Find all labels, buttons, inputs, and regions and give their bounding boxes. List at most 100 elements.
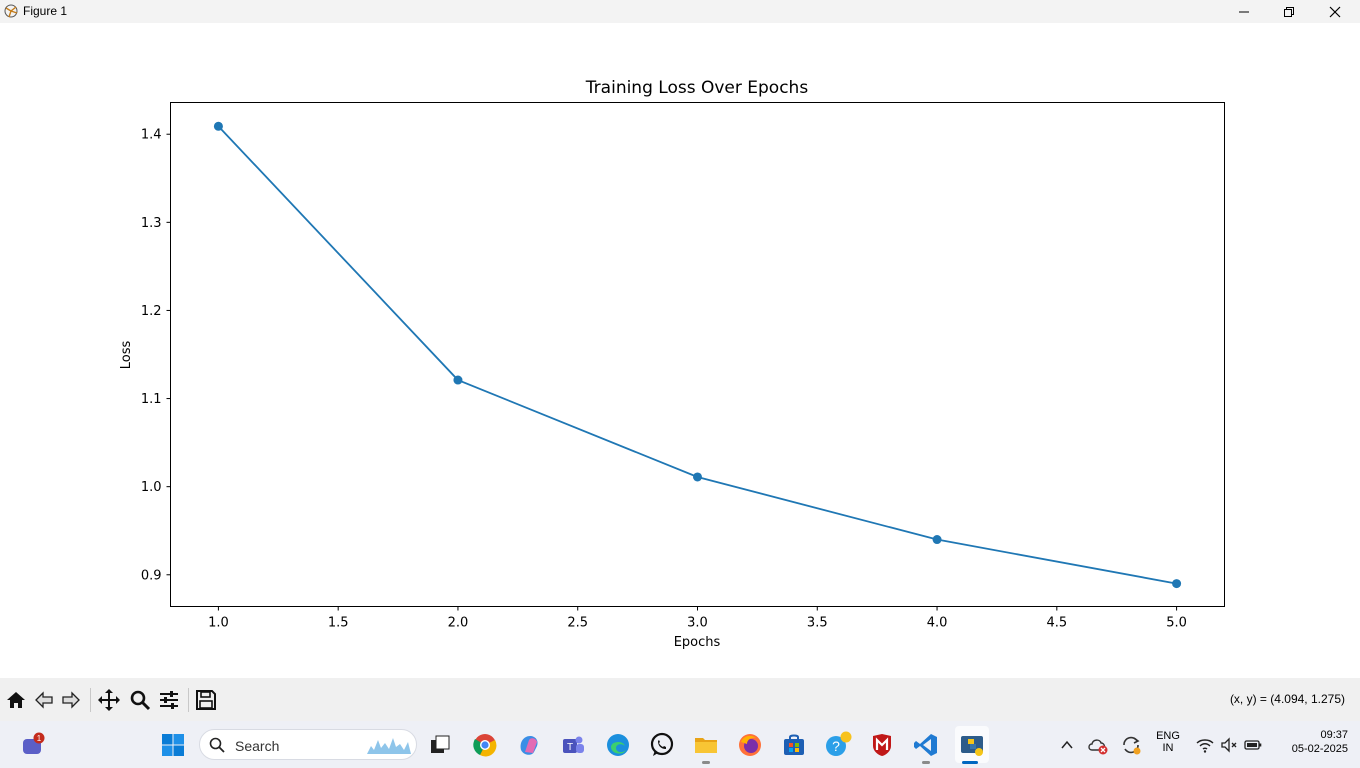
x-tick-label: 2.0: [448, 616, 469, 631]
network-button[interactable]: [1193, 730, 1217, 760]
mcafee-icon: [873, 734, 891, 756]
y-tick-label: 1.1: [141, 392, 162, 407]
svg-text:?: ?: [832, 738, 840, 754]
sync-icon: [1123, 736, 1141, 755]
onedrive-button[interactable]: [1083, 730, 1113, 760]
clock-time: 09:37: [1320, 729, 1348, 741]
cursor-coordinates: (x, y) = (4.094, 1.275): [1229, 692, 1345, 706]
whatsapp-button[interactable]: [647, 730, 677, 760]
update-button[interactable]: [1116, 730, 1146, 760]
firefox-button[interactable]: [735, 730, 765, 760]
edge-icon: [607, 734, 629, 756]
pan-icon: [98, 689, 120, 711]
restore-icon: [1284, 6, 1294, 17]
y-tick-label: 1.2: [141, 304, 162, 319]
copilot-button[interactable]: [514, 730, 544, 760]
teams-icon: T: [563, 736, 584, 753]
minimize-button[interactable]: [1221, 0, 1267, 23]
configure-subplots-button[interactable]: [157, 688, 181, 712]
chart-title: Training Loss Over Epochs: [585, 78, 809, 98]
cloud-error-icon: [1088, 739, 1108, 755]
zoom-button[interactable]: [128, 688, 152, 712]
battery-icon: [1244, 740, 1262, 750]
x-axis-label: Epochs: [674, 635, 721, 650]
active-indicator: [962, 761, 978, 764]
restore-button[interactable]: [1266, 0, 1312, 23]
data-point: [932, 535, 942, 545]
y-axis-label: Loss: [119, 341, 134, 370]
y-tick-label: 0.9: [141, 568, 162, 583]
x-tick-label: 3.0: [687, 616, 708, 631]
forward-button[interactable]: [59, 688, 83, 712]
chat-app-button[interactable]: 1: [17, 730, 47, 760]
running-indicator: [922, 761, 930, 764]
y-tick-label: 1.0: [141, 480, 162, 495]
save-button[interactable]: [194, 688, 218, 712]
wifi-icon: [1196, 739, 1214, 753]
copilot-icon: [520, 736, 538, 755]
x-tick-label: 1.5: [328, 616, 349, 631]
help-button[interactable]: ?: [823, 730, 853, 760]
data-point: [453, 375, 463, 385]
svg-text:T: T: [567, 742, 573, 753]
notification-badge: 1: [37, 734, 42, 743]
figure-canvas[interactable]: Training Loss Over Epochs Epochs Loss 1.…: [0, 23, 1360, 678]
forward-icon: [62, 691, 80, 709]
pan-button[interactable]: [97, 688, 121, 712]
store-button[interactable]: [779, 730, 809, 760]
minimize-icon: [1239, 11, 1249, 12]
vscode-icon: [914, 734, 937, 756]
help-icon: ?: [826, 731, 852, 756]
line-chart: Training Loss Over Epochs Epochs Loss 1.…: [119, 78, 1225, 650]
search-placeholder: Search: [235, 738, 280, 754]
windows-icon: [162, 734, 184, 756]
language-indicator[interactable]: ENG IN: [1152, 730, 1184, 754]
close-icon: [1329, 6, 1341, 17]
x-tick-label: 3.5: [807, 616, 828, 631]
chevron-up-icon: [1061, 740, 1073, 749]
battery-button[interactable]: [1241, 730, 1265, 760]
zoom-icon: [130, 690, 151, 711]
y-tick-label: 1.3: [141, 216, 162, 231]
plot-area: [170, 102, 1225, 607]
matplotlib-app-icon: [4, 4, 18, 18]
start-button[interactable]: [158, 730, 188, 760]
configure-icon: [160, 691, 178, 709]
show-hidden-icons-button[interactable]: [1052, 730, 1082, 760]
volume-button[interactable]: [1217, 730, 1241, 760]
data-point: [213, 121, 223, 131]
back-button[interactable]: [32, 688, 56, 712]
folder-icon: [695, 738, 717, 753]
file-explorer-button[interactable]: [691, 730, 721, 760]
vscode-button[interactable]: [911, 730, 941, 760]
whatsapp-icon: [650, 732, 674, 756]
meet-icon: 1: [23, 732, 45, 754]
mcafee-button[interactable]: [867, 730, 897, 760]
home-button[interactable]: [4, 688, 28, 712]
running-indicator: [702, 761, 710, 764]
y-axis-ticks: 0.9 1.0 1.1 1.2 1.3 1.4: [141, 128, 171, 583]
toolbar-separator: [188, 688, 189, 712]
store-icon: [784, 734, 804, 755]
python-figure-button[interactable]: [955, 726, 989, 763]
data-point: [1172, 579, 1182, 589]
taskbar-search[interactable]: Search: [199, 729, 417, 760]
region-label: IN: [1162, 742, 1174, 754]
back-icon: [35, 691, 53, 709]
task-view-button[interactable]: [425, 730, 455, 760]
save-icon: [196, 690, 216, 710]
teams-button[interactable]: T: [558, 730, 588, 760]
edge-button[interactable]: [603, 730, 633, 760]
navigation-toolbar: (x, y) = (4.094, 1.275): [0, 678, 1360, 721]
toolbar-separator: [90, 688, 91, 712]
language-label: ENG: [1156, 730, 1180, 742]
chrome-button[interactable]: [470, 730, 500, 760]
firefox-icon: [739, 734, 761, 756]
home-icon: [7, 692, 25, 708]
close-button[interactable]: [1312, 0, 1358, 23]
title-bar: Figure 1: [0, 0, 1360, 23]
clock[interactable]: 09:37 05-02-2025: [1270, 729, 1348, 755]
y-tick-label: 1.4: [141, 128, 162, 143]
x-axis-ticks: 1.0 1.5 2.0 2.5 3.0 3.5 4.0 4.5 5.0: [208, 606, 1187, 631]
clock-date: 05-02-2025: [1291, 743, 1348, 755]
